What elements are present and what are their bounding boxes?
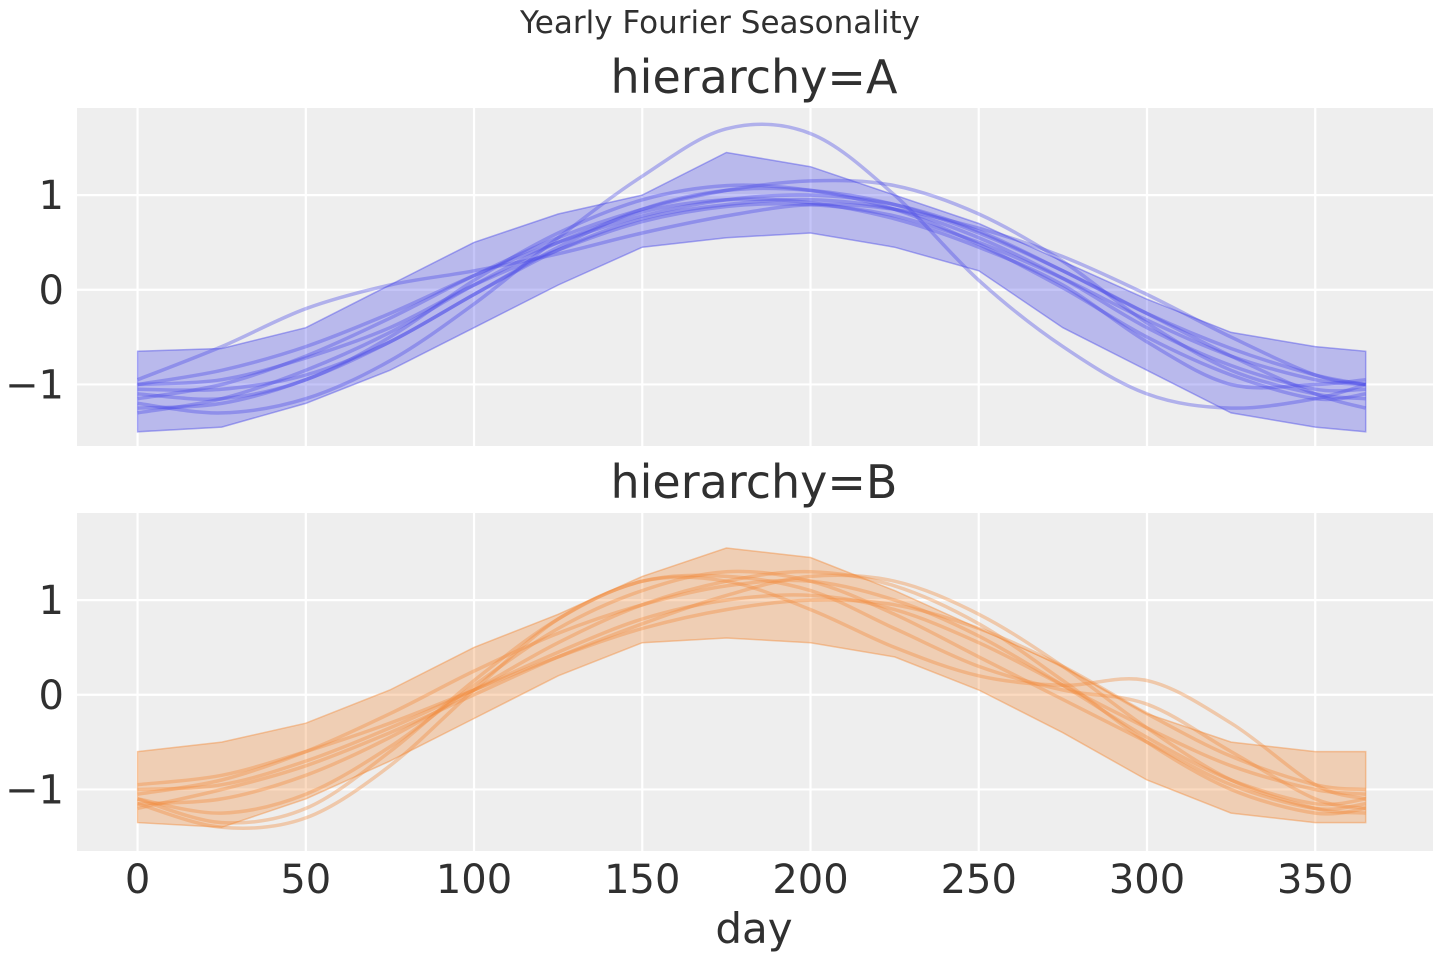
panel-b-series-line-5 bbox=[137, 569, 1366, 816]
panel-b-series-line-4 bbox=[137, 578, 1366, 807]
panel-b-xtick-label-0: 0 bbox=[125, 857, 150, 903]
panel-b-xtick-label-6: 300 bbox=[1109, 857, 1185, 903]
figure-suptitle: Yearly Fourier Seasonality bbox=[519, 5, 920, 41]
panel-a-series-line-1 bbox=[137, 183, 1366, 402]
panel-b-xtick-label-7: 350 bbox=[1277, 857, 1353, 903]
panel-a-ytick-label-0: −1 bbox=[5, 362, 64, 408]
panel-a-plot-area bbox=[77, 108, 1433, 446]
panel-b-series-line-7 bbox=[137, 569, 1366, 815]
panel-b-series-line-1 bbox=[137, 575, 1367, 825]
panel-a-band bbox=[136, 151, 1367, 433]
panel-a-series-line-8 bbox=[137, 197, 1366, 415]
panel-b-xtick-label-3: 150 bbox=[604, 857, 680, 903]
panel-b-title: hierarchy=B bbox=[610, 455, 897, 509]
panel-hierarchy-b: hierarchy=B −1 0 1 0 50 100 150 200 250 300 350 d… bbox=[5, 455, 1433, 953]
panel-b-series-line-0 bbox=[137, 593, 1366, 796]
panel-a-grid bbox=[77, 108, 1433, 446]
panel-b-x-ticks: 0 50 100 150 200 250 300 350 bbox=[125, 857, 1354, 903]
panel-b-ytick-label-0: −1 bbox=[5, 767, 64, 813]
panel-b-y-ticks: −1 0 1 bbox=[5, 578, 64, 813]
panel-a-series-line-7 bbox=[137, 178, 1366, 401]
panel-a-series-line-6 bbox=[137, 197, 1366, 393]
panel-b-xtick-label-5: 250 bbox=[941, 857, 1017, 903]
panel-a-series-line-2 bbox=[137, 122, 1367, 415]
panel-b-grid bbox=[77, 513, 1433, 851]
panel-a-series-line-5 bbox=[137, 186, 1367, 410]
panel-a-series-line-0 bbox=[137, 201, 1366, 387]
panel-b-xtick-label-4: 200 bbox=[772, 857, 848, 903]
panel-b-interval-band bbox=[136, 547, 1367, 829]
panel-a-series-line-4 bbox=[137, 193, 1367, 387]
panel-a-series-line-3 bbox=[136, 202, 1367, 387]
panel-b-series-line-3 bbox=[137, 573, 1366, 815]
panel-a-title: hierarchy=A bbox=[611, 50, 898, 104]
panel-b-xtick-label-1: 50 bbox=[280, 857, 331, 903]
panel-a-y-ticks: −1 0 1 bbox=[5, 173, 64, 408]
panel-b-ytick-label-1: 0 bbox=[39, 673, 64, 719]
panel-b-plot-area bbox=[77, 513, 1433, 851]
x-axis-label: day bbox=[715, 904, 792, 953]
panel-a-series bbox=[136, 122, 1367, 415]
panel-a-ytick-label-1: 0 bbox=[39, 268, 64, 314]
panel-b-series-line-6 bbox=[137, 598, 1366, 792]
panel-a-ytick-label-2: 1 bbox=[39, 173, 64, 219]
panel-a-interval-band bbox=[136, 151, 1367, 433]
panel-hierarchy-a: hierarchy=A −1 0 1 bbox=[5, 50, 1433, 446]
panel-b-band bbox=[136, 547, 1367, 829]
panel-b-series-line-2 bbox=[137, 573, 1367, 831]
panel-b-xtick-label-2: 100 bbox=[436, 857, 512, 903]
panel-b-series bbox=[137, 569, 1367, 831]
panel-b-ytick-label-2: 1 bbox=[39, 578, 64, 624]
